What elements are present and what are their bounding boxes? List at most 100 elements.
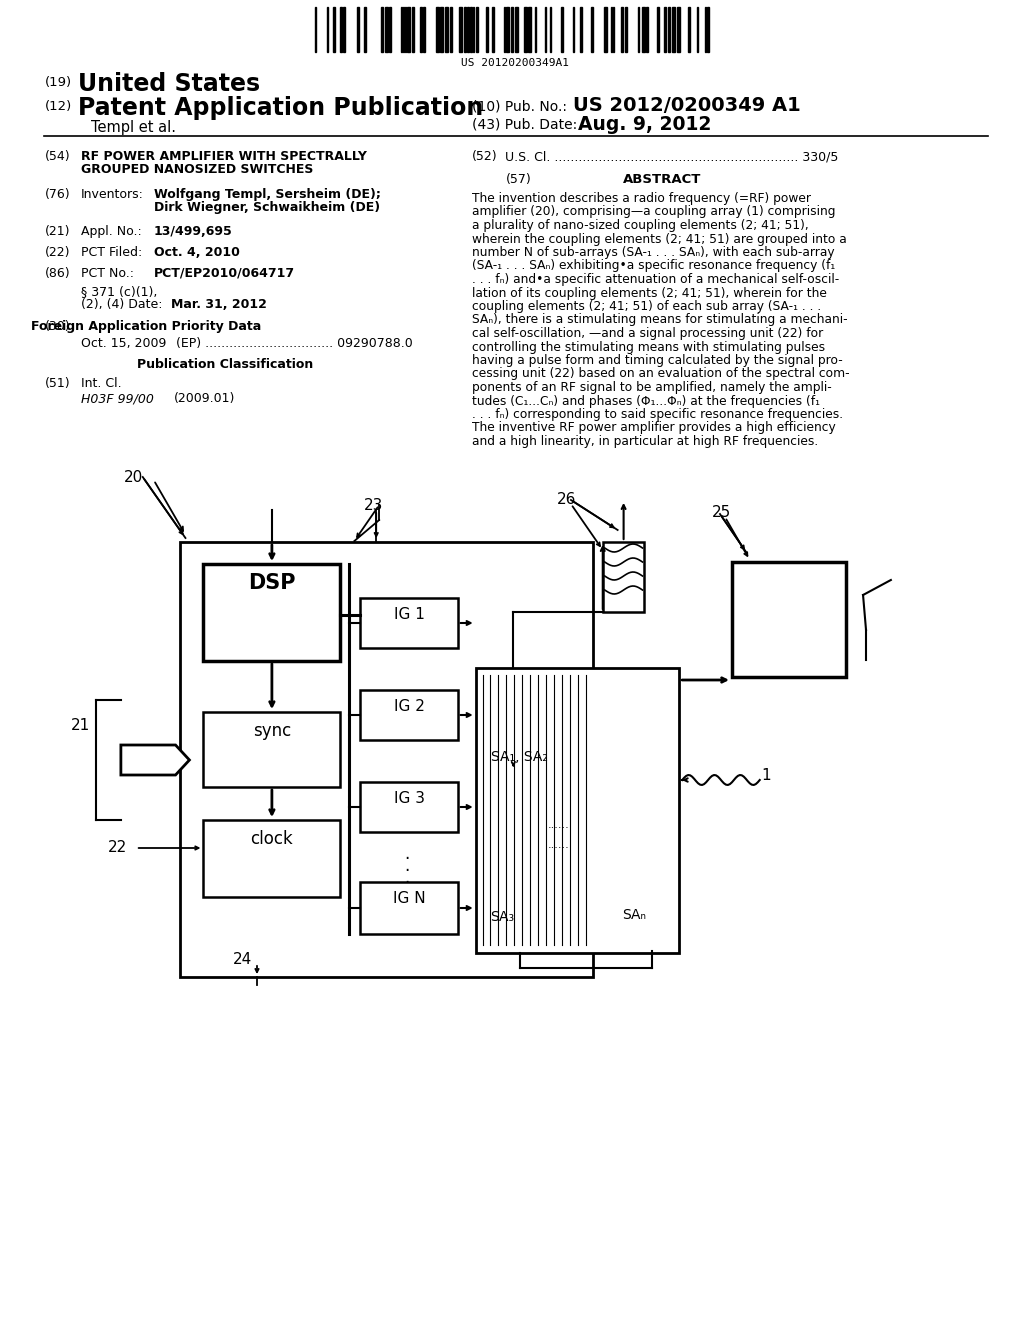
Text: IG 2: IG 2 bbox=[393, 700, 424, 714]
Bar bbox=[524, 7, 527, 51]
Text: SA₁, SA₂: SA₁, SA₂ bbox=[492, 750, 548, 764]
Bar bbox=[459, 7, 462, 51]
Bar bbox=[340, 7, 342, 51]
Bar bbox=[515, 7, 518, 51]
Bar bbox=[507, 7, 509, 51]
Text: SAₙ), there is a stimulating means for stimulating a mechani-: SAₙ), there is a stimulating means for s… bbox=[472, 314, 847, 326]
Bar bbox=[625, 7, 627, 51]
Bar bbox=[407, 7, 410, 51]
Bar bbox=[436, 7, 439, 51]
Text: Mar. 31, 2012: Mar. 31, 2012 bbox=[171, 298, 266, 312]
Text: .: . bbox=[404, 857, 410, 875]
Bar bbox=[470, 7, 472, 51]
Text: (43) Pub. Date:: (43) Pub. Date: bbox=[472, 117, 577, 132]
Text: 20: 20 bbox=[124, 470, 143, 484]
Text: (57): (57) bbox=[506, 173, 531, 186]
Bar bbox=[204, 820, 340, 898]
Text: US 20120200349A1: US 20120200349A1 bbox=[462, 58, 569, 69]
Bar bbox=[707, 7, 709, 51]
Bar bbox=[450, 7, 452, 51]
Text: The inventive RF power amplifier provides a high efficiency: The inventive RF power amplifier provide… bbox=[472, 421, 836, 434]
Bar bbox=[591, 7, 593, 51]
Bar bbox=[180, 543, 593, 977]
Text: Appl. No.:: Appl. No.: bbox=[81, 224, 142, 238]
Text: 1: 1 bbox=[762, 768, 771, 783]
Text: (86): (86) bbox=[44, 267, 70, 280]
Text: 21: 21 bbox=[72, 718, 90, 733]
Text: SA₃: SA₃ bbox=[490, 909, 515, 924]
Text: Dirk Wiegner, Schwaikheim (DE): Dirk Wiegner, Schwaikheim (DE) bbox=[154, 201, 380, 214]
Text: Aug. 9, 2012: Aug. 9, 2012 bbox=[578, 115, 712, 135]
Bar bbox=[385, 7, 388, 51]
Bar bbox=[204, 711, 340, 787]
Bar bbox=[204, 564, 340, 661]
Text: RF POWER AMPLIFIER WITH SPECTRALLY: RF POWER AMPLIFIER WITH SPECTRALLY bbox=[81, 150, 367, 162]
Bar bbox=[646, 7, 648, 51]
Bar bbox=[360, 598, 458, 648]
Text: (76): (76) bbox=[44, 187, 70, 201]
Bar bbox=[475, 7, 477, 51]
Text: Inventors:: Inventors: bbox=[81, 187, 144, 201]
Polygon shape bbox=[508, 931, 532, 952]
Text: (22): (22) bbox=[44, 246, 70, 259]
Text: having a pulse form and timing calculated by the signal pro-: having a pulse form and timing calculate… bbox=[472, 354, 843, 367]
Text: PCT/EP2010/064717: PCT/EP2010/064717 bbox=[154, 267, 295, 280]
Text: (52): (52) bbox=[472, 150, 498, 162]
Bar bbox=[677, 7, 680, 51]
Text: United States: United States bbox=[78, 73, 260, 96]
Text: (51): (51) bbox=[44, 378, 70, 389]
Text: (2009.01): (2009.01) bbox=[173, 392, 234, 405]
Text: Templ et al.: Templ et al. bbox=[91, 120, 176, 135]
Bar bbox=[580, 7, 582, 51]
Polygon shape bbox=[640, 928, 665, 950]
Text: (54): (54) bbox=[44, 150, 70, 162]
Text: H03F 99/00: H03F 99/00 bbox=[81, 392, 154, 405]
Text: ABSTRACT: ABSTRACT bbox=[624, 173, 701, 186]
Bar bbox=[511, 7, 513, 51]
Bar bbox=[467, 7, 469, 51]
Text: cessing unit (22) based on an evaluation of the spectral com-: cessing unit (22) based on an evaluation… bbox=[472, 367, 849, 380]
Text: wherein the coupling elements (2; 41; 51) are grouped into a: wherein the coupling elements (2; 41; 51… bbox=[472, 232, 847, 246]
Text: GROUPED NANOSIZED SWITCHES: GROUPED NANOSIZED SWITCHES bbox=[81, 162, 313, 176]
Bar bbox=[604, 7, 606, 51]
Bar bbox=[423, 7, 425, 51]
Text: IG N: IG N bbox=[392, 891, 425, 906]
Text: (12): (12) bbox=[44, 100, 72, 114]
Text: PCT Filed:: PCT Filed: bbox=[81, 246, 142, 259]
Bar bbox=[439, 7, 442, 51]
Bar bbox=[657, 7, 659, 51]
Bar bbox=[665, 7, 667, 51]
Bar bbox=[688, 7, 690, 51]
Bar bbox=[360, 882, 458, 935]
Bar bbox=[621, 7, 623, 51]
Bar bbox=[561, 7, 563, 51]
FancyArrow shape bbox=[121, 744, 189, 775]
Text: cal self-oscillation, —and a signal processing unit (22) for: cal self-oscillation, —and a signal proc… bbox=[472, 327, 823, 341]
Bar bbox=[493, 7, 495, 51]
Bar bbox=[528, 7, 531, 51]
Text: number N of sub-arrays (SA-₁ . . . SAₙ), with each sub-array: number N of sub-arrays (SA-₁ . . . SAₙ),… bbox=[472, 246, 835, 259]
Text: . . . fₙ) corresponding to said specific resonance frequencies.: . . . fₙ) corresponding to said specific… bbox=[472, 408, 843, 421]
Text: controlling the stimulating means with stimulating pulses: controlling the stimulating means with s… bbox=[472, 341, 824, 354]
Bar bbox=[360, 690, 458, 741]
Text: a plurality of nano-sized coupling elements (2; 41; 51),: a plurality of nano-sized coupling eleme… bbox=[472, 219, 808, 232]
Text: lation of its coupling elements (2; 41; 51), wherein for the: lation of its coupling elements (2; 41; … bbox=[472, 286, 826, 300]
Text: ......: ...... bbox=[548, 820, 569, 830]
Text: SAₙ: SAₙ bbox=[623, 908, 646, 921]
Text: .: . bbox=[404, 869, 410, 887]
Bar bbox=[603, 543, 644, 612]
Text: 25: 25 bbox=[712, 506, 731, 520]
Bar bbox=[420, 7, 422, 51]
Text: 24: 24 bbox=[233, 952, 252, 968]
Text: 13/499,695: 13/499,695 bbox=[154, 224, 232, 238]
Bar bbox=[485, 7, 488, 51]
Text: clock: clock bbox=[251, 830, 293, 847]
Text: PCT No.:: PCT No.: bbox=[81, 267, 134, 280]
Bar bbox=[333, 7, 336, 51]
Text: ......: ...... bbox=[548, 840, 569, 850]
Text: .: . bbox=[404, 845, 410, 863]
Bar bbox=[464, 7, 466, 51]
Text: IG 1: IG 1 bbox=[393, 607, 424, 622]
Text: (10) Pub. No.:: (10) Pub. No.: bbox=[472, 100, 566, 114]
Text: (30): (30) bbox=[44, 319, 70, 333]
